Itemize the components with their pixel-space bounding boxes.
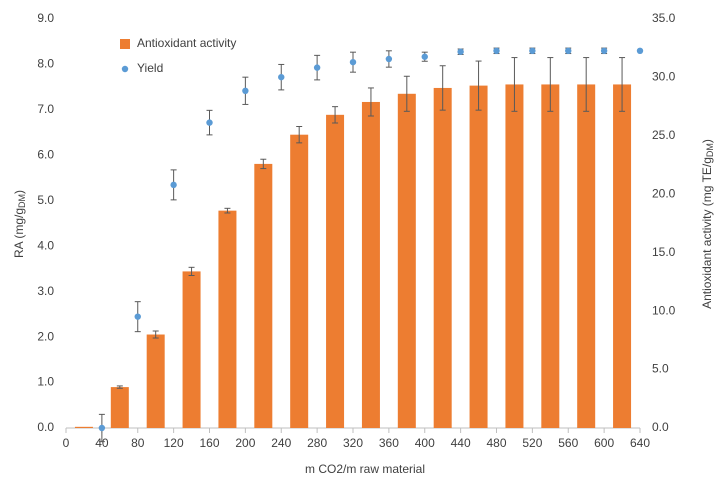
point	[529, 47, 536, 55]
point	[206, 119, 213, 126]
point	[349, 58, 357, 66]
y-tick-label: 3.0	[37, 284, 54, 298]
bar	[182, 271, 201, 428]
bar	[469, 85, 488, 428]
x-tick-label: 160	[199, 436, 219, 450]
y-axis-label: RA (mg/gDM)	[12, 190, 27, 258]
y-tick-label: 8.0	[37, 57, 54, 71]
bar	[326, 114, 345, 428]
bar	[290, 134, 309, 428]
x-tick-label: 240	[271, 436, 291, 450]
x-tick-label: 40	[95, 436, 109, 450]
bar	[74, 426, 93, 428]
y2-tick-label: 15.0	[652, 245, 676, 259]
x-tick-label: 360	[379, 436, 399, 450]
x-tick-label: 480	[486, 436, 506, 450]
point	[278, 73, 285, 81]
point	[242, 87, 249, 95]
bar	[613, 84, 632, 428]
y2-tick-label: 30.0	[652, 70, 676, 84]
bar	[541, 84, 560, 428]
point	[457, 48, 464, 55]
y-tick-label: 0.0	[37, 420, 54, 434]
x-tick-label: 0	[63, 436, 70, 450]
y2-label-sub: DM	[705, 143, 715, 157]
legend-swatch	[120, 39, 130, 49]
y-tick-label: 9.0	[37, 11, 54, 25]
x-tick-label: 440	[451, 436, 471, 450]
bar	[218, 210, 237, 428]
y2-tick-label: 5.0	[652, 362, 669, 376]
y-label-tail: )	[12, 190, 26, 194]
point	[565, 47, 572, 55]
y2-tick-label: 35.0	[652, 11, 676, 25]
bar	[505, 84, 524, 428]
legend-swatch	[121, 65, 129, 73]
point	[134, 313, 141, 320]
y2-tick-label: 20.0	[652, 186, 676, 200]
bar	[577, 84, 596, 428]
x-tick-label: 200	[235, 436, 255, 450]
bar	[433, 87, 452, 429]
point	[636, 47, 644, 55]
point	[98, 424, 106, 432]
point	[385, 55, 393, 63]
x-tick-label: 320	[343, 436, 363, 450]
y2-label-text: Antioxidant activity (mg TE/g	[700, 157, 714, 309]
x-tick-label: 120	[164, 436, 184, 450]
bar	[361, 101, 380, 429]
y2-tick-label: 25.0	[652, 128, 676, 142]
y-tick-label: 6.0	[37, 148, 54, 162]
y-tick-label: 5.0	[37, 193, 54, 207]
x-tick-label: 560	[558, 436, 578, 450]
bar	[254, 163, 273, 428]
x-tick-label: 80	[131, 436, 145, 450]
point	[313, 64, 321, 71]
point	[600, 47, 608, 55]
y-tick-label: 4.0	[37, 238, 54, 252]
bar	[110, 387, 129, 428]
y-tick-label: 7.0	[37, 102, 54, 116]
y-label-sub: DM	[17, 194, 27, 208]
point	[421, 53, 428, 60]
x-tick-label: 280	[307, 436, 327, 450]
y2-tick-label: 0.0	[652, 420, 669, 434]
y2-axis-label: Antioxidant activity (mg TE/gDM)	[700, 139, 715, 309]
legend-label: Antioxidant activity	[137, 36, 236, 50]
point	[493, 47, 500, 55]
x-tick-label: 600	[594, 436, 614, 450]
y-label-text: RA (mg/g	[12, 208, 26, 258]
x-tick-label: 640	[630, 436, 650, 450]
x-tick-label: 520	[522, 436, 542, 450]
bar	[397, 93, 416, 428]
y-tick-label: 1.0	[37, 375, 54, 389]
x-axis-label: m CO2/m raw material	[305, 462, 425, 476]
bar	[146, 334, 165, 428]
x-tick-label: 400	[415, 436, 435, 450]
point	[170, 181, 177, 189]
y2-tick-label: 10.0	[652, 303, 676, 317]
y-tick-label: 2.0	[37, 329, 54, 343]
y2-label-tail: )	[700, 139, 714, 143]
legend-label: Yield	[137, 61, 163, 75]
